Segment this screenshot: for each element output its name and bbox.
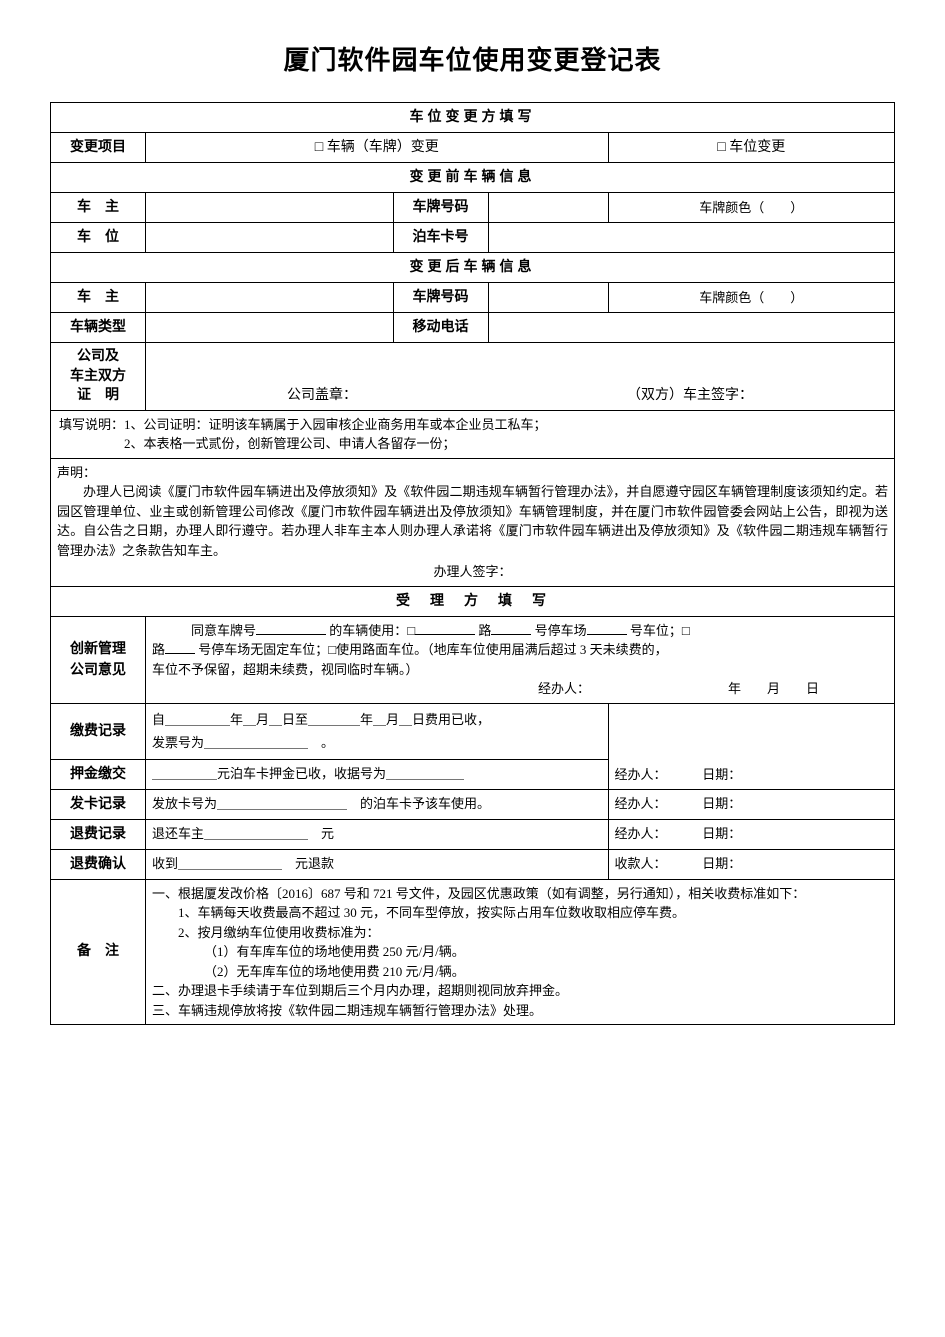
fee-record-content[interactable]: 自＿＿＿＿＿年＿月＿日至＿＿＿＿年＿月＿日费用已收， 发票号为＿＿＿＿＿＿＿＿ … <box>146 703 609 759</box>
field-after-type[interactable] <box>146 313 394 343</box>
section-receiver-header: 受 理 方 填 写 <box>51 586 895 616</box>
refund-handler-label: 经办人： <box>615 826 661 841</box>
label-before-card: 泊车卡号 <box>393 223 488 253</box>
refund-confirm-content[interactable]: 收到＿＿＿＿＿＿＿＿ 元退款 <box>146 849 609 879</box>
declaration-body: 办理人已阅读《厦门市软件园车辆进出及停放须知》及《软件园二期违规车辆暂行管理办法… <box>57 482 888 560</box>
form-table: 车位变更方填写 变更项目 □ 车辆（车牌）变更 □ 车位变更 变更前车辆信息 车… <box>50 102 895 1025</box>
page-title: 厦门软件园车位使用变更登记表 <box>50 40 895 77</box>
card-handler-label: 经办人： <box>615 796 661 811</box>
declaration-block: 声明： 办理人已阅读《厦门市软件园车辆进出及停放须知》及《软件园二期违规车辆暂行… <box>51 458 895 586</box>
fill-instructions: 填写说明：1、公司证明：证明该车辆属于入园审核企业商务用车或本企业员工私车； 2… <box>51 410 895 458</box>
declaration-signer-label: 办理人签字： <box>57 562 888 582</box>
mgmt-opinion-content[interactable]: 同意车牌号 的车辆使用：□ 路 号停车场 号车位；□ 路 号停车场无固定车位；□… <box>146 616 895 703</box>
label-before-space: 车 位 <box>51 223 146 253</box>
fee-handler-label: 经办人： <box>615 767 661 782</box>
card-date-label: 日期： <box>702 796 741 811</box>
refund-date-label: 日期： <box>702 826 741 841</box>
opinion-handler-label: 经办人： <box>538 679 728 699</box>
label-change-item: 变更项目 <box>51 133 146 163</box>
option-vehicle-change[interactable]: □ 车辆（车牌）变更 <box>146 133 609 163</box>
label-before-plate: 车牌号码 <box>393 193 488 223</box>
option-space-change-text: 车位变更 <box>729 140 785 155</box>
owner-sign-label: （双方）车主签字： <box>627 385 753 406</box>
field-after-plate[interactable] <box>488 283 608 313</box>
remarks-content: 一、根据厦发改价格〔2016〕687 号和 721 号文件，及园区优惠政策（如有… <box>146 879 895 1025</box>
section-applicant-header: 车位变更方填写 <box>51 103 895 133</box>
label-remarks: 备 注 <box>51 879 146 1025</box>
deposit-content[interactable]: ＿＿＿＿＿元泊车卡押金已收，收据号为＿＿＿＿＿＿ <box>146 759 609 789</box>
label-after-plate: 车牌号码 <box>393 283 488 313</box>
label-card-issue: 发卡记录 <box>51 789 146 819</box>
refund-confirm-date-label: 日期： <box>702 856 741 871</box>
section-after-header: 变更后车辆信息 <box>51 253 895 283</box>
field-before-owner[interactable] <box>146 193 394 223</box>
label-certification: 公司及 车主双方 证 明 <box>51 343 146 411</box>
option-vehicle-change-text: 车辆（车牌）变更 <box>327 140 439 155</box>
label-before-plate-color[interactable]: 车牌颜色（ ） <box>608 193 894 223</box>
company-seal-label: 公司盖章： <box>287 385 357 406</box>
label-refund-confirm: 退费确认 <box>51 849 146 879</box>
refund-recipient-label: 收款人： <box>615 856 661 871</box>
label-after-owner: 车 主 <box>51 283 146 313</box>
field-before-card[interactable] <box>488 223 894 253</box>
opinion-date-label: 年 月 日 <box>728 679 888 699</box>
field-after-phone[interactable] <box>488 313 894 343</box>
section-before-header: 变更前车辆信息 <box>51 163 895 193</box>
label-after-phone: 移动电话 <box>393 313 488 343</box>
field-before-plate[interactable] <box>488 193 608 223</box>
field-after-owner[interactable] <box>146 283 394 313</box>
label-refund-record: 退费记录 <box>51 819 146 849</box>
label-mgmt-opinion: 创新管理 公司意见 <box>51 616 146 703</box>
label-after-plate-color[interactable]: 车牌颜色（ ） <box>608 283 894 313</box>
label-after-type: 车辆类型 <box>51 313 146 343</box>
field-before-space[interactable] <box>146 223 394 253</box>
label-deposit: 押金缴交 <box>51 759 146 789</box>
label-before-owner: 车 主 <box>51 193 146 223</box>
refund-record-content[interactable]: 退还车主＿＿＿＿＿＿＿＿ 元 <box>146 819 609 849</box>
label-fee-record: 缴费记录 <box>51 703 146 759</box>
card-issue-content[interactable]: 发放卡号为＿＿＿＿＿＿＿＿＿＿ 的泊车卡予该车使用。 <box>146 789 609 819</box>
declaration-heading: 声明： <box>57 463 888 483</box>
fee-date-label: 日期： <box>702 767 741 782</box>
option-space-change[interactable]: □ 车位变更 <box>608 133 894 163</box>
